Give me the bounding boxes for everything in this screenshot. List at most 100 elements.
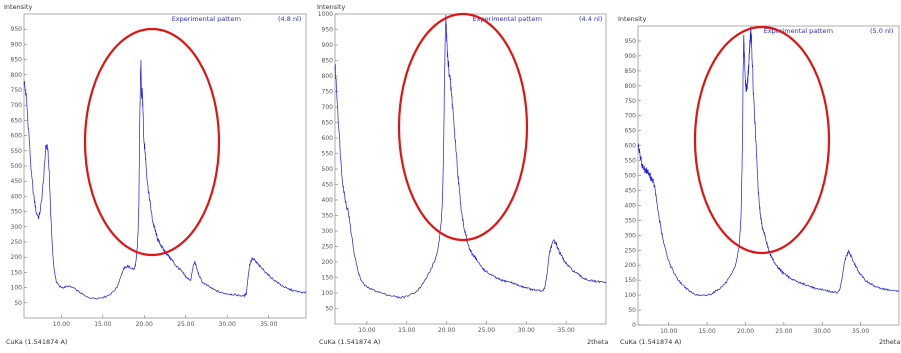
y-tick-label: 500 xyxy=(625,173,637,180)
x-tick-label: 35.00 xyxy=(852,328,869,335)
y-tick-label: 350 xyxy=(625,217,637,224)
y-axis-label: Intensity xyxy=(4,3,32,11)
radiation-label: CuKa (1.541874 A) xyxy=(620,338,681,346)
y-tick-label: 150 xyxy=(322,275,334,282)
legend-entry: Experimental pattern xyxy=(473,15,542,23)
legend-entry: Experimental pattern xyxy=(172,15,241,23)
legend-entry: (5.0 nl) xyxy=(870,27,893,35)
x-tick-label: 35.00 xyxy=(558,327,575,334)
x-axis-label: 2theta xyxy=(879,338,900,346)
y-tick-label: 400 xyxy=(11,193,23,200)
x-tick-label: 20.00 xyxy=(136,321,153,328)
x-tick-label: 10.00 xyxy=(660,328,677,335)
y-tick-label: 250 xyxy=(11,239,23,246)
x-tick-label: 10.00 xyxy=(358,327,375,334)
y-tick-label: 50 xyxy=(14,300,22,307)
x-tick-label: 30.00 xyxy=(219,321,236,328)
y-tick-label: 900 xyxy=(625,53,637,60)
legend-entry: (4.8 nl) xyxy=(278,15,301,23)
y-tick-label: 550 xyxy=(625,158,637,165)
y-tick-label: 900 xyxy=(322,42,334,49)
x-tick-label: 15.00 xyxy=(94,321,111,328)
y-tick-label: 400 xyxy=(322,197,334,204)
y-tick-label: 550 xyxy=(322,151,334,158)
y-tick-label: 300 xyxy=(11,224,23,231)
y-tick-label: 50 xyxy=(325,306,333,313)
x-tick-label: 15.00 xyxy=(698,328,715,335)
radiation-label: CuKa (1.541874 A) xyxy=(6,338,67,346)
x-tick-label: 30.00 xyxy=(518,327,535,334)
x-tick-label: 15.00 xyxy=(398,327,415,334)
y-tick-label: 650 xyxy=(322,120,334,127)
y-axis-label: Intensity xyxy=(317,3,345,11)
y-tick-label: 950 xyxy=(322,27,334,34)
y-tick-label: 200 xyxy=(625,262,637,269)
plot-area xyxy=(334,13,607,325)
y-tick-label: 600 xyxy=(11,133,23,140)
xrd-chart-2: 50 100 150 200 250 300 350 400 450 500 550 600 650 70… xyxy=(317,3,608,346)
y-tick-label: 100 xyxy=(11,285,23,292)
y-tick-label: 450 xyxy=(625,187,637,194)
y-tick-label: 100 xyxy=(625,292,637,299)
y-tick-label: 250 xyxy=(625,247,637,254)
series-line xyxy=(23,59,307,300)
y-tick-label: 0 xyxy=(632,322,636,329)
plot-area xyxy=(23,13,307,319)
y-tick-label: 450 xyxy=(11,178,23,185)
y-tick-label: 350 xyxy=(322,213,334,220)
highlight-ellipse xyxy=(83,27,221,257)
y-tick-label: 700 xyxy=(11,102,23,109)
y-tick-label: 600 xyxy=(322,135,334,142)
y-tick-label: 850 xyxy=(11,57,23,64)
y-tick-label: 650 xyxy=(11,117,23,124)
y-tick-label: 450 xyxy=(322,182,334,189)
y-tick-label: 950 xyxy=(11,26,23,33)
y-tick-label: 150 xyxy=(625,277,637,284)
y-axis-label: Intensity xyxy=(618,15,646,23)
x-tick-label: 35.00 xyxy=(260,321,277,328)
y-tick-label: 750 xyxy=(322,89,334,96)
xrd-chart-1: 50 100 150 200 250 300 350 400 450 500 550 600 650 70… xyxy=(4,3,307,346)
highlight-ellipse xyxy=(693,25,831,255)
series-line xyxy=(334,14,607,299)
y-tick-label: 750 xyxy=(625,98,637,105)
series-line xyxy=(637,26,900,297)
chart-panel-3: 0 50 100 150 200 250 300 350 400 450 500 550 600 650 7… xyxy=(614,0,901,348)
y-tick-label: 800 xyxy=(625,83,637,90)
x-tick-label: 20.00 xyxy=(737,328,754,335)
y-tick-label: 650 xyxy=(625,128,637,135)
y-tick-label: 700 xyxy=(625,113,637,120)
y-tick-label: 950 xyxy=(625,38,637,45)
y-tick-label: 700 xyxy=(322,104,334,111)
y-tick-label: 750 xyxy=(11,87,23,94)
y-tick-label: 200 xyxy=(11,254,23,261)
y-tick-label: 800 xyxy=(11,72,23,79)
y-tick-label: 850 xyxy=(322,58,334,65)
x-tick-label: 25.00 xyxy=(177,321,194,328)
y-tick-label: 300 xyxy=(625,232,637,239)
legend-entry: (4.4 nl) xyxy=(579,15,602,23)
y-tick-label: 1000 xyxy=(318,11,333,18)
highlight-ellipse xyxy=(397,12,529,242)
x-tick-label: 10.00 xyxy=(53,321,70,328)
y-tick-label: 300 xyxy=(322,228,334,235)
x-axis-label: 2theta xyxy=(587,338,608,346)
y-tick-label: 350 xyxy=(11,209,23,216)
y-tick-label: 100 xyxy=(322,290,334,297)
y-tick-label: 250 xyxy=(322,244,334,251)
xrd-chart-3: 0 50 100 150 200 250 300 350 400 450 500 550 600 650 7… xyxy=(618,15,900,346)
y-tick-label: 150 xyxy=(11,269,23,276)
x-tick-label: 25.00 xyxy=(478,327,495,334)
y-tick-label: 400 xyxy=(625,202,637,209)
chart-panel-1: 50 100 150 200 250 300 350 400 450 500 550 600 650 70… xyxy=(0,0,308,348)
chart-panel-2: 50 100 150 200 250 300 350 400 450 500 550 600 650 70… xyxy=(313,0,609,348)
legend-entry: Experimental pattern xyxy=(764,27,833,35)
y-tick-label: 500 xyxy=(11,163,23,170)
y-tick-label: 800 xyxy=(322,73,334,80)
x-tick-label: 20.00 xyxy=(438,327,455,334)
y-tick-label: 50 xyxy=(628,307,636,314)
y-tick-label: 850 xyxy=(625,68,637,75)
x-tick-label: 25.00 xyxy=(775,328,792,335)
radiation-label: CuKa (1.541874 A) xyxy=(319,338,380,346)
y-tick-label: 200 xyxy=(322,259,334,266)
